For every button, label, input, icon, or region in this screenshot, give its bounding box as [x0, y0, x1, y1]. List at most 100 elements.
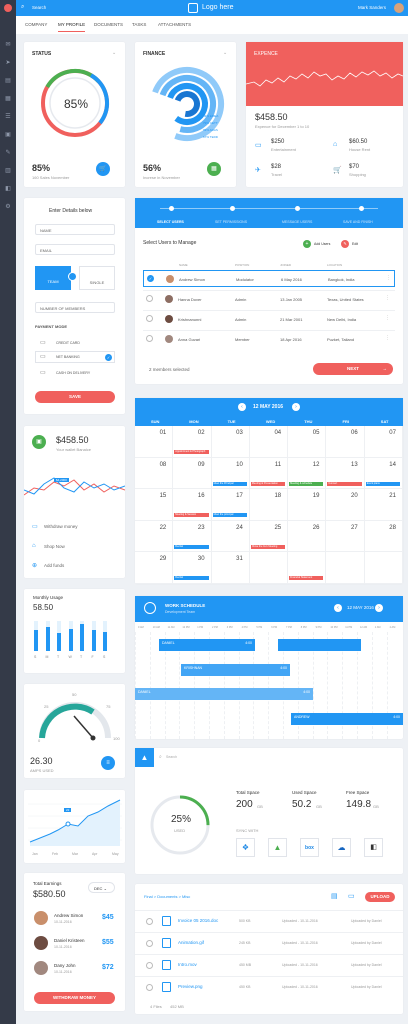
calendar-cell[interactable]: 24 [211, 520, 250, 553]
tab-my-profile[interactable]: MY PROFILE [58, 22, 86, 32]
calendar-cell[interactable]: 03 [211, 426, 250, 458]
tab-documents[interactable]: DOCUMENTS [94, 22, 123, 27]
calendar-cell[interactable]: 30 [173, 552, 212, 584]
file-row[interactable]: Animation.gif 245 KB Uploaded - 10-11-2016… [135, 932, 403, 954]
calendar-event[interactable]: Event plans [365, 481, 400, 486]
add-user-icon[interactable]: + [303, 240, 311, 248]
chart-icon[interactable]: ▥ [5, 167, 11, 174]
prev-arrow-icon[interactable]: ‹ [334, 604, 342, 612]
calendar-event[interactable]: Concert [327, 481, 362, 486]
calendar-cell[interactable]: 28 [364, 520, 403, 553]
edit-button[interactable]: Edit [352, 242, 359, 246]
checkbox[interactable] [146, 315, 153, 322]
calendar-event[interactable]: Financial Statement [289, 576, 324, 581]
calendar-cell[interactable] [249, 552, 289, 584]
checkbox[interactable] [146, 918, 153, 925]
calendar-cell[interactable]: 02 [173, 426, 212, 458]
calendar-cell[interactable]: 15 [135, 489, 174, 521]
credit-card-option[interactable]: CREDIT CARD [56, 341, 80, 345]
send-icon[interactable]: ➤ [5, 59, 11, 66]
pencil-icon[interactable]: ✎ [5, 149, 11, 156]
drag-handle-icon[interactable]: ⋮ [385, 335, 390, 341]
calendar-event[interactable]: Appointment & Photograph [174, 450, 209, 454]
shop-link[interactable]: Shop Now [44, 544, 65, 549]
search-icon[interactable]: ⌕ [21, 4, 25, 10]
table-row[interactable]: Krishnanunni Admin 21 Mar 2001 New Delhi… [143, 310, 395, 327]
calendar-cell[interactable]: 09 [173, 457, 212, 490]
next-arrow-icon[interactable]: › [292, 403, 300, 411]
month-select[interactable]: DEC ⌄ [88, 882, 115, 893]
calendar-cell[interactable]: 04 [249, 426, 289, 458]
grid-icon[interactable]: ▦ [5, 95, 11, 102]
chart-icon[interactable]: ▦ [207, 162, 221, 176]
add-funds-link[interactable]: Add funds [44, 563, 65, 568]
calendar-cell[interactable]: 26 [288, 520, 327, 553]
next-button[interactable]: NEXT → [313, 363, 393, 375]
members-select[interactable]: NUMBER OF MEMBERS [35, 302, 115, 313]
document-icon[interactable]: ▤ [5, 77, 11, 84]
name-field[interactable]: NAME [35, 224, 115, 235]
box-icon[interactable]: box [300, 838, 319, 857]
folder-icon[interactable]: ▭ [348, 893, 355, 900]
calendar-event[interactable]: Meeting & schedule [289, 481, 324, 486]
calendar-cell[interactable] [326, 552, 365, 584]
schedule-bar[interactable] [278, 639, 361, 651]
cash-option[interactable]: CASH ON DELIVERY [56, 371, 91, 375]
drag-handle-icon[interactable]: ⋮ [385, 295, 390, 301]
calendar-cell[interactable]: 11 [249, 457, 289, 490]
calendar-event[interactable]: Close the Invs Meeting [250, 544, 286, 549]
google-drive-icon[interactable]: ▲ [268, 838, 287, 857]
delete-icon[interactable]: ▤ [331, 893, 338, 900]
other-cloud-icon[interactable]: ◧ [364, 838, 383, 857]
checkbox[interactable] [146, 335, 153, 342]
file-row[interactable]: Invoice 05 2016.doc 500 KB Uploaded - 10-1… [135, 910, 403, 932]
tab-tasks[interactable]: TASKS [132, 22, 147, 27]
calendar-cell[interactable]: 22 [135, 520, 174, 553]
schedule-bar[interactable]: DANIEL 4:00 [159, 639, 255, 651]
calendar-cell[interactable]: 25 [249, 520, 289, 553]
single-option[interactable]: SINGLE [79, 266, 115, 290]
calendar-cell[interactable]: 10 [211, 457, 250, 490]
calendar-cell[interactable]: 05 [288, 426, 327, 458]
calendar-cell[interactable]: 17 [211, 489, 250, 521]
step-message-users[interactable]: MESSAGE USERS [282, 220, 313, 224]
chevron-down-icon[interactable]: ⌄ [112, 50, 117, 56]
table-row[interactable]: Hanna Dover Admin 13 Jan 2005 Texas, Uni… [143, 290, 395, 307]
file-row[interactable]: Intro.mov 450 MB Uploaded - 10-11-2016 Uplo… [135, 954, 403, 976]
step-save-finish[interactable]: SAVE AND FINISH [343, 220, 373, 224]
calendar-cell[interactable]: 12 [288, 457, 327, 490]
schedule-bar[interactable]: KRISHNAN 4:00 [181, 664, 290, 676]
calendar-event[interactable]: Meeting & Session [174, 513, 209, 518]
breadcrumb[interactable]: Final > Documents > Misc [144, 894, 191, 899]
step-set-permissions[interactable]: SET PERMISSIONS [215, 220, 248, 224]
tab-attachments[interactable]: ATTACHMENTS [158, 22, 192, 27]
checkbox[interactable] [146, 962, 153, 969]
checkbox[interactable] [146, 295, 153, 302]
email-field[interactable]: EMAIL [35, 244, 115, 255]
user-name[interactable]: Mark Sanders [358, 5, 387, 10]
file-name[interactable]: Intro.mov [178, 962, 197, 967]
calendar-cell[interactable]: 27 [326, 520, 365, 553]
cart-icon[interactable]: 🛒 [96, 162, 110, 176]
calendar-cell[interactable]: 23 [173, 520, 212, 553]
dropbox-icon[interactable]: ❖ [236, 838, 255, 857]
calendar-cell[interactable]: 20 [326, 489, 365, 521]
add-users-button[interactable]: Add Users [314, 242, 331, 246]
search-icon[interactable]: ⌕ [159, 754, 162, 760]
calendar-cell[interactable]: 16 [173, 489, 212, 521]
onedrive-icon[interactable]: ☁ [332, 838, 351, 857]
calendar-cell[interactable]: 29 [135, 552, 174, 584]
calendar-cell[interactable] [288, 552, 327, 584]
table-row[interactable]: ✓ Andrew Simon Modulator 6 May 2016 Bang… [143, 270, 395, 287]
checkbox[interactable] [146, 984, 153, 991]
home-icon[interactable] [4, 4, 12, 12]
drag-handle-icon[interactable]: ⋮ [386, 275, 391, 281]
file-name[interactable]: Invoice 05 2016.doc [178, 918, 219, 923]
schedule-bar[interactable]: DANIEL 4:00 [135, 688, 313, 700]
chevron-down-icon[interactable]: ⌄ [223, 50, 228, 56]
avatar[interactable] [394, 3, 404, 13]
withdraw-money-button[interactable]: WITHDRAW MONEY [34, 992, 115, 1004]
file-row[interactable]: Preview.png 450 KB Uploaded - 10-11-2016 Up… [135, 976, 403, 998]
calendar-event[interactable]: Meet the principal [212, 513, 247, 518]
calendar-event[interactable]: Meet the Principal [212, 481, 247, 486]
